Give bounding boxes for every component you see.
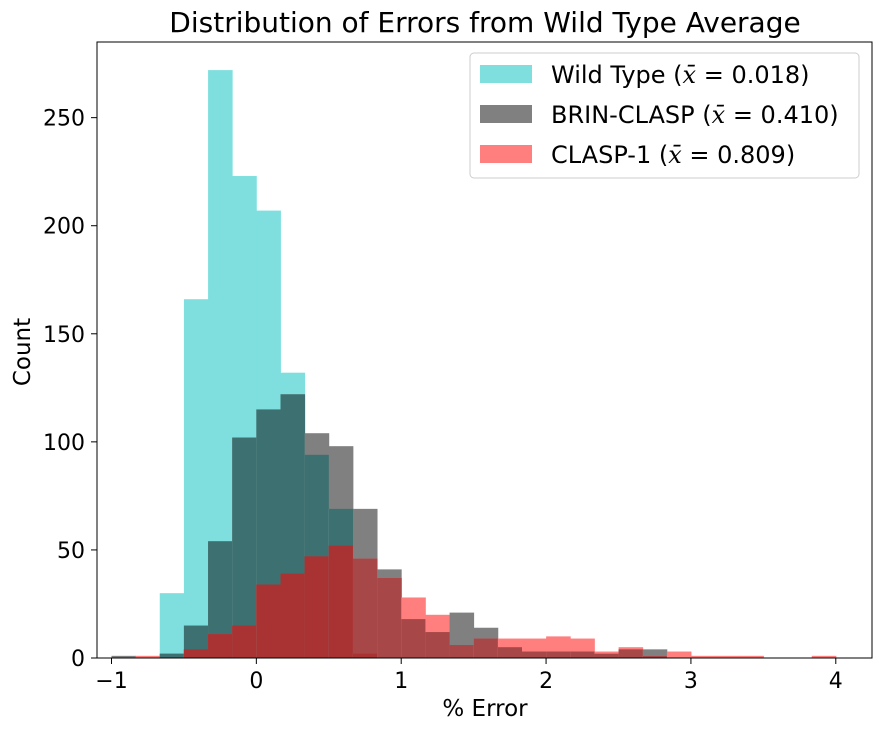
bar-overlap-all-bin-7 (280, 573, 306, 658)
bar-overlap-all-bin-8 (304, 556, 330, 658)
bar-overlap-brin-clasp-bin-12 (401, 619, 426, 658)
legend-mean-brin-clasp: = 0.410) (725, 101, 838, 129)
legend-prefix-clasp-1: CLASP-1 ( (551, 141, 668, 169)
bar-clasp-1-bin-25 (715, 655, 740, 658)
legend-prefix-brin-clasp: BRIN-CLASP ( (551, 101, 712, 129)
bar-clasp-1-bin-24 (691, 655, 716, 658)
legend-frame (469, 52, 860, 179)
legend-swatch-brin-clasp (480, 105, 532, 123)
bar-clasp-1-bin-1 (135, 655, 161, 658)
y-tick-label: 0 (71, 647, 85, 672)
bar-overlap-brin-clasp-bin-18 (546, 651, 571, 658)
legend: Wild Type (x̄ = 0.018) BRIN-CLASP (x̄ = … (469, 52, 860, 179)
bar-wild-type-bin-2 (159, 593, 185, 658)
x-axis-label: % Error (442, 696, 528, 722)
bar-overlap-brin-clasp-bin-10 (352, 558, 378, 658)
legend-swatch-wild-type (480, 65, 532, 83)
bar-overlap-brin-clasp-bin-14 (449, 645, 475, 658)
bar-overlap-brin-clasp-bin-16 (497, 647, 523, 658)
legend-swatch-clasp-1 (480, 145, 532, 163)
x-tick-label: 4 (829, 669, 843, 694)
bar-overlap-brin-clasp-bin-11 (377, 578, 402, 658)
y-tick-label: 150 (43, 323, 85, 348)
x-tick-label: 2 (539, 669, 553, 694)
bar-clasp-1-bin-26 (739, 655, 764, 658)
x-tick-label: −1 (95, 669, 127, 694)
bar-overlap-wild-brin-bin-2 (159, 653, 185, 658)
chart-title: Distribution of Errors from Wild Type Av… (169, 6, 800, 39)
bar-overlap-brin-clasp-bin-15 (473, 638, 499, 658)
bar-overlap-brin-clasp-bin-13 (425, 632, 450, 658)
plot-frame (96, 41, 873, 659)
x-axis-ticks: −1 0 1 2 3 4 (95, 658, 843, 694)
y-tick-label: 250 (43, 107, 85, 132)
bar-brin-clasp-bin-0 (111, 655, 137, 658)
x-tick-label: 3 (684, 669, 698, 694)
x-tick-label: 0 (249, 669, 263, 694)
bar-overlap-all-bin-5 (232, 625, 257, 658)
y-axis-ticks: 0 50 100 150 200 250 (43, 107, 97, 672)
bar-overlap-wild-brin-bin-5 (232, 437, 257, 658)
bar-overlap-brin-clasp-bin-22 (642, 655, 668, 658)
legend-label-brin-clasp: BRIN-CLASP (x̄ = 0.410) (551, 101, 839, 129)
bar-overlap-brin-clasp-bin-17 (522, 651, 547, 658)
bar-overlap-brin-clasp-bin-21 (618, 649, 644, 658)
y-tick-label: 50 (57, 539, 85, 564)
bar-overlap-all-bin-6 (256, 584, 281, 658)
bar-overlap-brin-clasp-bin-19 (570, 651, 595, 658)
legend-label-wild-type: Wild Type (x̄ = 0.018) (551, 61, 810, 89)
x-tick-label: 1 (394, 669, 408, 694)
bar-wild-type-bin-3 (183, 299, 209, 658)
bar-clasp-1-bin-29 (811, 655, 837, 658)
bar-overlap-all-bin-9 (328, 545, 354, 658)
bar-overlap-all-bin-3 (183, 649, 209, 658)
y-tick-label: 200 (43, 215, 85, 240)
legend-prefix-wild-type: Wild Type ( (551, 61, 683, 89)
legend-mean-wild-type: = 0.018) (696, 61, 809, 89)
y-axis-label: Count (10, 318, 36, 386)
legend-mean-clasp-1: = 0.809) (682, 141, 795, 169)
bar-overlap-brin-clasp-bin-20 (594, 653, 619, 658)
bar-overlap-all-bin-10 (352, 653, 378, 658)
y-tick-label: 100 (43, 431, 85, 456)
bar-overlap-all-bin-4 (208, 634, 233, 658)
bar-brin-clasp-bin-22 (642, 649, 668, 658)
bar-clasp-1-bin-23 (666, 651, 692, 658)
legend-label-clasp-1: CLASP-1 (x̄ = 0.809) (551, 141, 795, 169)
histogram-bars (111, 70, 837, 659)
